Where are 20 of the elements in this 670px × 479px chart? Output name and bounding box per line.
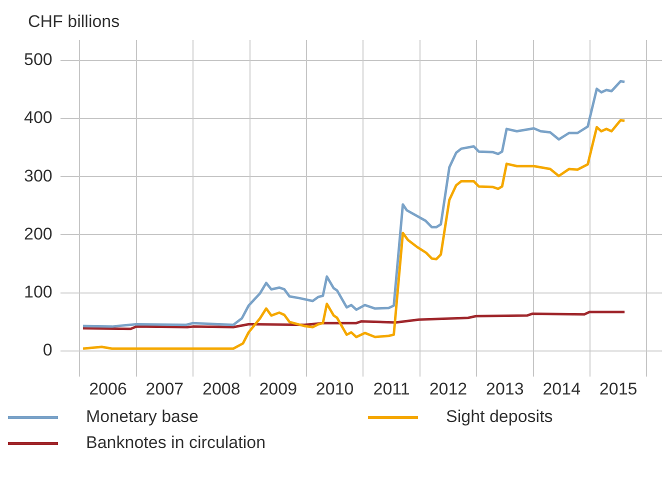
y-tick-label: 0 xyxy=(42,340,52,360)
x-tick-label: 2008 xyxy=(202,379,240,398)
x-tick-label: 2015 xyxy=(599,379,638,398)
y-axis-title: CHF billions xyxy=(28,12,120,32)
x-tick-label: 2006 xyxy=(89,379,127,398)
y-tick-label: 200 xyxy=(24,224,52,244)
y-tick-label: 500 xyxy=(24,50,52,70)
y-tick-label: 100 xyxy=(24,282,52,302)
legend-label: Sight deposits xyxy=(446,407,553,427)
x-tick-label: 2012 xyxy=(429,379,468,398)
x-tick-label: 2007 xyxy=(146,379,184,398)
x-tick-label: 2010 xyxy=(316,379,354,398)
legend-label: Banknotes in circulation xyxy=(86,433,266,453)
y-tick-label: 400 xyxy=(24,108,52,128)
x-tick-label: 2009 xyxy=(259,379,298,398)
x-tick-label: 2013 xyxy=(486,379,524,398)
x-tick-label: 2014 xyxy=(542,379,581,398)
legend-label: Monetary base xyxy=(86,407,198,427)
y-tick-label: 300 xyxy=(24,166,52,186)
x-tick-label: 2011 xyxy=(373,379,410,398)
